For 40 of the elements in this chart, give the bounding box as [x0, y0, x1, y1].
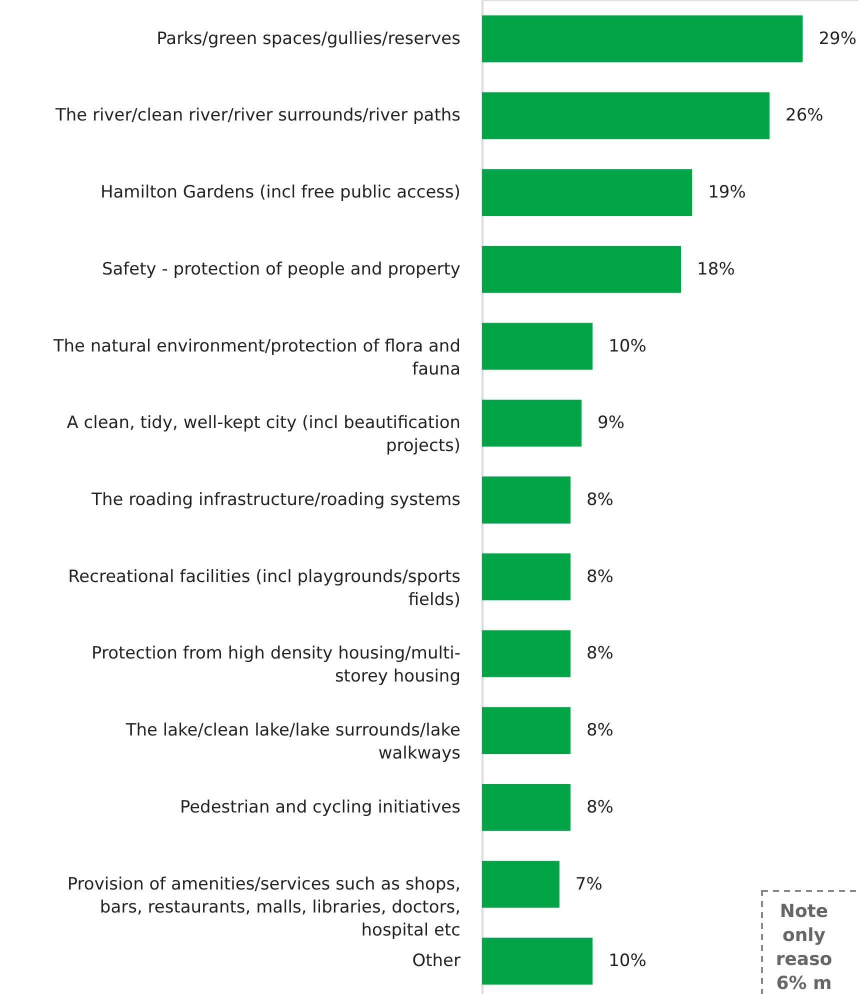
bar — [482, 169, 692, 216]
data-label: 8% — [586, 720, 614, 741]
bar — [482, 938, 593, 985]
bar — [482, 246, 682, 293]
y-tick-label: Other — [412, 951, 460, 972]
bar — [482, 322, 593, 370]
data-label: 8% — [586, 644, 614, 664]
data-label: 10% — [608, 951, 646, 972]
y-tick-label: The river/clean river/river surrounds/river paths — [54, 106, 461, 126]
y-tick-label: The roading infrastructure/roading systems — [90, 490, 461, 510]
data-label: 18% — [697, 259, 735, 280]
bar — [482, 860, 560, 908]
y-tick-label: Hamilton Gardens (incl free public access) — [100, 182, 460, 203]
bar — [482, 476, 570, 524]
data-label: 8% — [586, 490, 614, 510]
data-label: 19% — [708, 182, 746, 203]
bar — [482, 92, 770, 140]
bar — [482, 15, 803, 62]
y-tick-label: Pedestrian and cycling initiatives — [180, 797, 461, 818]
data-label: 7% — [575, 874, 602, 894]
bar — [482, 784, 570, 831]
y-tick-label: Protection from high density housing/multi- storey housing — [92, 644, 460, 687]
bar — [482, 553, 570, 600]
y-tick-label: Recreational facilities (incl playgrounds/sports fields) — [68, 566, 461, 610]
y-tick-label: Provision of amenities/services such as shops, bars, restaurants, malls, libraries, doctors, hospital etc — [67, 874, 460, 940]
bar — [482, 707, 570, 754]
bar — [482, 630, 570, 678]
y-tick-label: Parks/green spaces/gullies/reserves — [156, 28, 461, 49]
data-label: 10% — [608, 336, 646, 356]
bar — [482, 400, 582, 447]
y-tick-label: Safety - protection of people and property — [102, 259, 460, 280]
data-label: 29% — [818, 28, 857, 49]
data-label: 9% — [598, 413, 625, 434]
data-label: 8% — [586, 566, 614, 587]
data-label: 26% — [786, 106, 824, 126]
data-label: 8% — [586, 797, 614, 818]
annotation: Note only reaso 6% m — [776, 901, 832, 994]
y-tick-label: The lake/clean lake/lake surrounds/lake walkways — [124, 720, 461, 764]
y-tick-label: The natural environment/protection of flora and fauna — [52, 336, 460, 380]
y-tick-label: A clean, tidy, well-kept city (incl beautification projects) — [66, 413, 460, 456]
